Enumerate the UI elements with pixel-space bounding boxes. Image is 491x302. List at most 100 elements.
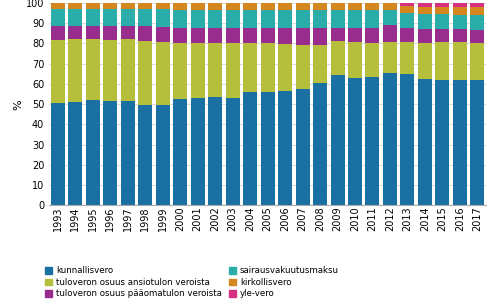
Bar (191, 43, 205, 98)
Bar (365, 43, 380, 77)
Bar (453, 29, 467, 42)
Bar (436, 3, 449, 7)
Bar (103, 3, 117, 8)
Bar (173, 10, 187, 28)
Bar (330, 40, 345, 75)
Bar (313, 45, 327, 83)
Bar (121, 101, 135, 205)
Bar (418, 3, 432, 7)
Bar (68, 8, 82, 26)
Bar (348, 3, 362, 10)
Bar (191, 3, 205, 10)
Bar (296, 10, 309, 28)
Y-axis label: %: % (13, 99, 23, 110)
Bar (401, 3, 414, 6)
Bar (156, 105, 170, 205)
Bar (383, 25, 397, 42)
Bar (470, 80, 484, 205)
Bar (243, 10, 257, 28)
Bar (138, 3, 152, 8)
Bar (208, 28, 222, 43)
Bar (365, 10, 380, 28)
Bar (51, 3, 65, 8)
Bar (208, 97, 222, 205)
Bar (86, 40, 100, 101)
Bar (296, 45, 309, 89)
Bar (156, 3, 170, 9)
Bar (86, 101, 100, 205)
Bar (68, 3, 82, 8)
Bar (313, 3, 327, 10)
Bar (278, 10, 292, 28)
Bar (68, 39, 82, 102)
Bar (330, 10, 345, 28)
Bar (208, 43, 222, 97)
Bar (103, 40, 117, 101)
Bar (330, 28, 345, 40)
Bar (383, 10, 397, 25)
Bar (401, 42, 414, 74)
Bar (383, 73, 397, 205)
Bar (453, 15, 467, 29)
Bar (191, 98, 205, 205)
Bar (103, 26, 117, 40)
Bar (156, 27, 170, 42)
Bar (453, 80, 467, 205)
Bar (261, 92, 274, 205)
Bar (401, 6, 414, 13)
Bar (173, 43, 187, 99)
Bar (51, 8, 65, 26)
Bar (418, 43, 432, 79)
Bar (138, 8, 152, 26)
Bar (418, 29, 432, 43)
Bar (121, 40, 135, 101)
Bar (365, 77, 380, 205)
Bar (226, 3, 240, 10)
Bar (156, 42, 170, 105)
Bar (436, 29, 449, 42)
Bar (103, 8, 117, 26)
Bar (470, 7, 484, 15)
Bar (470, 30, 484, 43)
Bar (226, 43, 240, 98)
Bar (470, 3, 484, 7)
Bar (453, 42, 467, 80)
Bar (243, 28, 257, 43)
Bar (121, 26, 135, 40)
Bar (436, 14, 449, 29)
Bar (138, 41, 152, 105)
Bar (436, 80, 449, 205)
Bar (401, 13, 414, 28)
Bar (226, 10, 240, 28)
Bar (261, 3, 274, 10)
Bar (418, 7, 432, 14)
Bar (453, 3, 467, 7)
Bar (278, 3, 292, 10)
Bar (173, 3, 187, 10)
Bar (348, 78, 362, 205)
Bar (86, 3, 100, 8)
Bar (470, 15, 484, 30)
Bar (313, 28, 327, 45)
Bar (296, 28, 309, 45)
Bar (470, 43, 484, 80)
Bar (243, 43, 257, 92)
Bar (348, 10, 362, 28)
Bar (156, 9, 170, 27)
Bar (68, 26, 82, 39)
Bar (226, 28, 240, 43)
Bar (296, 3, 309, 10)
Bar (86, 8, 100, 26)
Bar (138, 105, 152, 205)
Bar (418, 79, 432, 205)
Bar (313, 83, 327, 205)
Bar (191, 10, 205, 28)
Bar (138, 26, 152, 41)
Legend: kunnallisvero, tuloveron osuus ansiotulon veroista, tuloveron osuus pääomatulon : kunnallisvero, tuloveron osuus ansiotulo… (45, 266, 339, 298)
Bar (436, 7, 449, 14)
Bar (261, 43, 274, 92)
Bar (226, 98, 240, 205)
Bar (313, 10, 327, 28)
Bar (401, 74, 414, 205)
Bar (278, 28, 292, 44)
